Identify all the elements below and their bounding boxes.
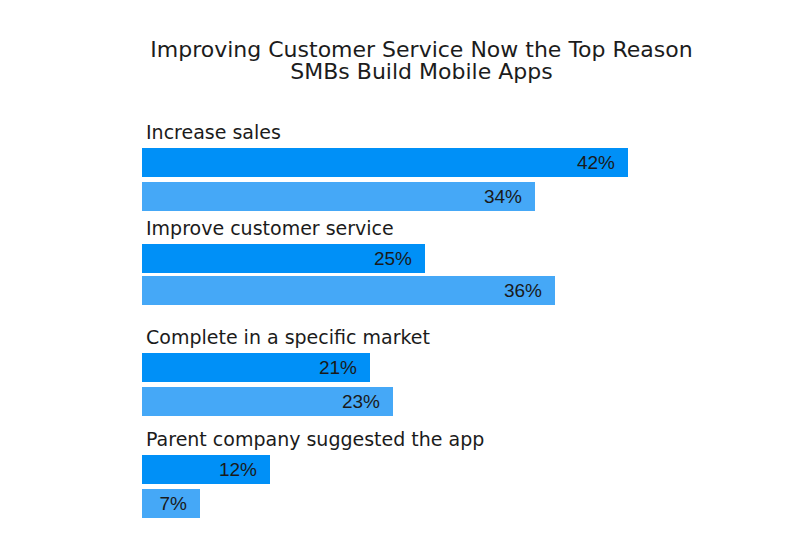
category-label: Complete in a specific market <box>142 326 800 348</box>
category-label: Parent company suggested the app <box>142 428 800 450</box>
bar-primary: 42% <box>142 148 628 177</box>
bar-value-label: 25% <box>374 248 412 270</box>
bar-secondary: 7% <box>142 489 200 518</box>
bar-group: Improve customer service 25% 36% <box>142 217 800 305</box>
category-label: Increase sales <box>142 121 800 143</box>
bar-value-label: 36% <box>504 280 542 302</box>
bar-group: Complete in a specific market 21% 23% <box>142 326 800 416</box>
bar-value-label: 23% <box>342 391 380 413</box>
bar-value-label: 42% <box>577 152 615 174</box>
bar-group: Increase sales 42% 34% <box>142 121 800 211</box>
page-root: Improving Customer Service Now the Top R… <box>0 0 800 555</box>
bar-chart: Increase sales 42% 34% Improve customer ser… <box>142 121 800 518</box>
bar-value-label: 12% <box>219 459 257 481</box>
bar-primary: 25% <box>142 244 425 273</box>
category-label: Improve customer service <box>142 217 800 239</box>
chart-title: Improving Customer Service Now the Top R… <box>0 0 800 83</box>
bar-value-label: 34% <box>484 186 522 208</box>
bar-secondary: 34% <box>142 182 535 211</box>
bar-value-label: 7% <box>160 493 187 515</box>
bar-group: Parent company suggested the app 12% 7% <box>142 428 800 518</box>
bar-secondary: 23% <box>142 387 393 416</box>
bar-primary: 12% <box>142 455 270 484</box>
chart-title-line2: SMBs Build Mobile Apps <box>43 61 800 83</box>
bar-secondary: 36% <box>142 276 555 305</box>
chart-title-line1: Improving Customer Service Now the Top R… <box>43 39 800 61</box>
bar-value-label: 21% <box>319 357 357 379</box>
bar-primary: 21% <box>142 353 370 382</box>
